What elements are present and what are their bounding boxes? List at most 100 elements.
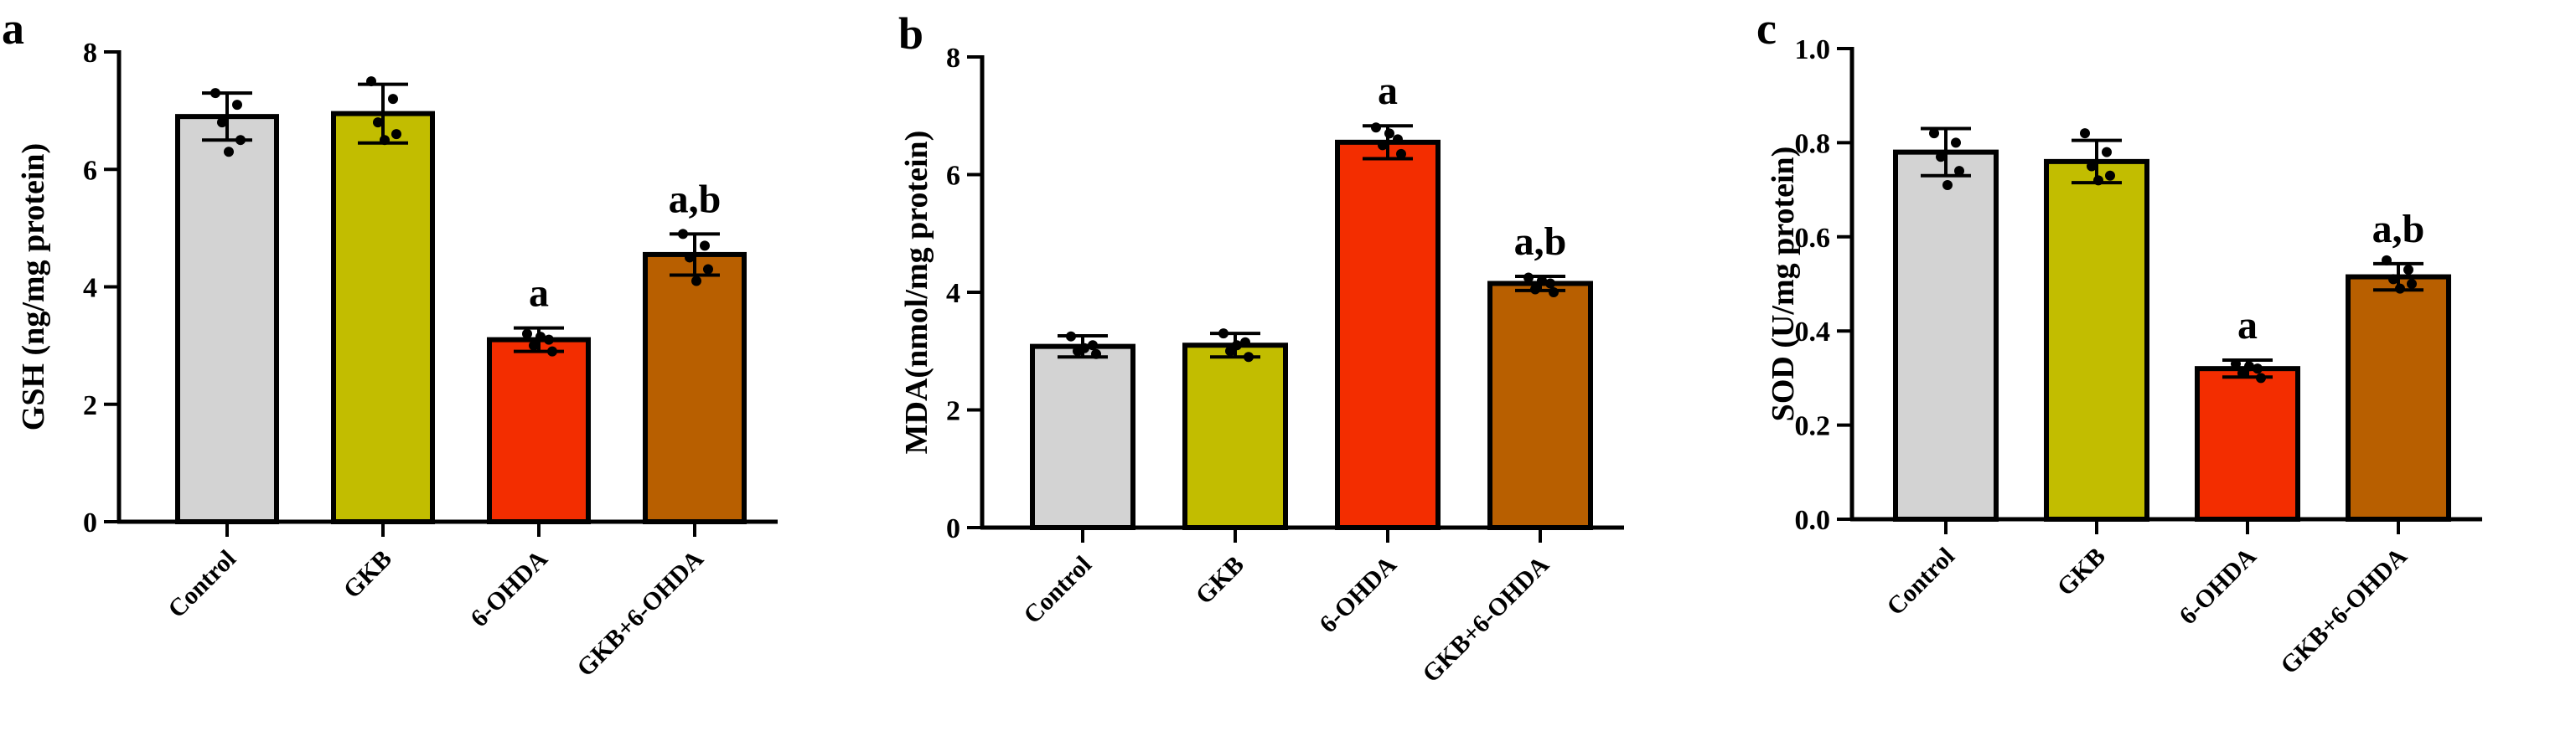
- bar-6-ohda: [487, 337, 591, 524]
- x-tick-label: GKB: [1190, 551, 1249, 610]
- data-point: [1066, 331, 1076, 342]
- data-point: [700, 240, 710, 251]
- data-point: [544, 334, 554, 345]
- y-tick-label: 6: [946, 161, 960, 192]
- y-tick-label: 2: [83, 390, 97, 421]
- x-tick-label: 6-OHDA: [465, 544, 553, 632]
- data-point: [1936, 152, 1946, 162]
- y-tick-label: 0: [946, 513, 960, 544]
- data-point: [1396, 148, 1406, 159]
- panel-c: c SOD (U/mg protein) 0.0 0.2 0.4 0.6 0.8 1.0 Con…: [1756, 3, 2482, 679]
- bar-gkb: [1182, 343, 1288, 530]
- data-point: [366, 76, 376, 87]
- y-tick-label: 0.8: [1795, 128, 1831, 159]
- data-point: [1549, 287, 1559, 297]
- data-point: [2256, 373, 2266, 384]
- data-point: [1091, 348, 1101, 359]
- data-point: [1537, 275, 1547, 286]
- bar-gkb-6-ohda: [1487, 281, 1593, 530]
- y-tick-label: 0.4: [1795, 317, 1831, 348]
- y-tick-label: 8: [83, 38, 97, 69]
- panel-letter: c: [1756, 3, 1777, 54]
- x-tick-label: 6-OHDA: [1314, 550, 1402, 638]
- data-point: [1225, 346, 1235, 357]
- significance-label: a,b: [669, 177, 722, 221]
- data-point: [224, 147, 234, 157]
- data-point: [1954, 166, 1964, 177]
- data-point: [522, 328, 532, 339]
- x-tick-label: GKB+6-OHDA: [572, 544, 709, 682]
- y-tick-label: 4: [83, 273, 97, 304]
- data-point: [2093, 175, 2103, 186]
- data-point: [691, 276, 701, 286]
- data-point: [2388, 274, 2398, 285]
- panel-b: b MDA(nmol/mg protein) 0 2 4 6 8 Control GKB a 6-O…: [898, 8, 1624, 688]
- x-tick-label: Control: [1018, 551, 1097, 630]
- bar-gkb-6-ohda: [2346, 274, 2451, 522]
- data-point: [2253, 363, 2263, 374]
- data-point: [210, 88, 220, 99]
- x-tick-label: GKB: [338, 545, 396, 604]
- y-axis-label: GSH (ng/mg protein): [16, 143, 51, 430]
- y-tick-label: 0.2: [1795, 411, 1831, 442]
- data-point: [1384, 128, 1394, 139]
- y-axis-label: MDA(nmol/mg protein): [899, 131, 934, 455]
- bar-gkb: [331, 111, 435, 524]
- x-tick-label: GKB+6-OHDA: [2275, 542, 2413, 679]
- data-point: [235, 135, 246, 146]
- data-point: [529, 340, 539, 351]
- y-tick-label: 0.6: [1795, 223, 1831, 254]
- data-point: [2244, 361, 2254, 372]
- data-point: [2080, 128, 2090, 139]
- data-point: [1951, 137, 1961, 148]
- data-point: [2237, 368, 2248, 379]
- y-tick-label: 4: [946, 278, 960, 309]
- panel-a: a GSH (ng/mg protein) 0 2 4 6 8 Control GKB a 6-OH…: [2, 3, 778, 682]
- y-tick-label: 6: [83, 155, 97, 186]
- data-point: [1393, 134, 1403, 145]
- data-point: [1244, 352, 1254, 363]
- data-point: [678, 229, 688, 240]
- data-point: [232, 100, 242, 111]
- data-point: [1079, 343, 1089, 353]
- x-tick-label: 6-OHDA: [2174, 542, 2262, 630]
- significance-label: a: [529, 271, 549, 316]
- bar-6-ohda: [2195, 366, 2300, 522]
- significance-label: a,b: [1514, 219, 1567, 264]
- significance-label: a: [2237, 303, 2258, 348]
- panel-letter: b: [898, 8, 923, 59]
- data-point: [2407, 279, 2417, 289]
- panel-letter: a: [2, 3, 24, 54]
- data-point: [373, 117, 383, 128]
- data-point: [391, 129, 401, 140]
- data-point: [535, 332, 546, 343]
- data-point: [2102, 147, 2112, 157]
- x-tick-label: Control: [163, 545, 241, 624]
- x-tick-label: GKB: [2051, 543, 2110, 601]
- data-point: [2087, 161, 2097, 172]
- data-point: [547, 346, 557, 357]
- y-tick-label: 8: [946, 43, 960, 74]
- data-point: [1378, 140, 1388, 151]
- x-tick-label: GKB+6-OHDA: [1417, 550, 1554, 688]
- data-point: [1218, 328, 1229, 339]
- data-point: [1232, 340, 1242, 351]
- significance-label: a: [1378, 69, 1398, 113]
- bar-control: [175, 114, 279, 524]
- data-point: [703, 264, 713, 275]
- bar-control: [1893, 149, 1999, 522]
- data-point: [1929, 128, 1939, 139]
- bar-gkb-6-ohda: [643, 251, 747, 524]
- data-point: [2403, 265, 2413, 276]
- data-point: [1545, 278, 1555, 289]
- data-point: [1523, 272, 1534, 283]
- x-tick-label: Control: [1881, 543, 1960, 621]
- data-point: [217, 117, 227, 128]
- data-point: [2395, 283, 2405, 294]
- bar-gkb: [2044, 158, 2149, 522]
- y-tick-label: 1.0: [1795, 34, 1831, 65]
- data-point: [380, 135, 390, 146]
- data-point: [388, 94, 398, 105]
- data-point: [1942, 179, 1953, 190]
